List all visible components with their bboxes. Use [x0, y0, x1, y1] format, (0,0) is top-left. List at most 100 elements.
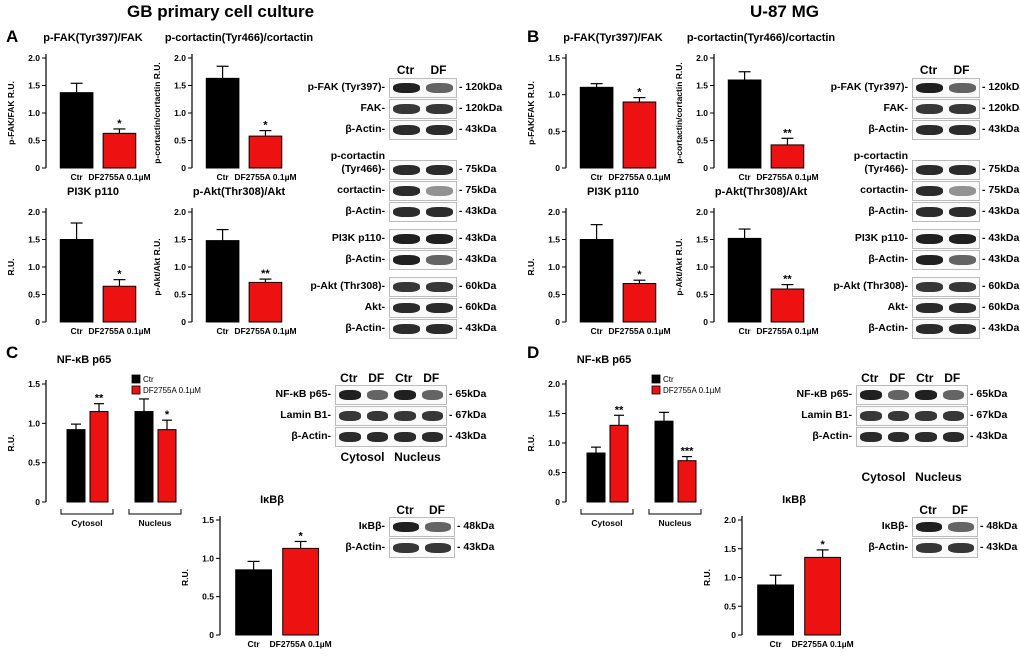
bar-nucleus-ctr: [134, 411, 154, 503]
blot-band: [426, 82, 453, 94]
blot-strip: [389, 120, 457, 140]
y-tick-label: 1.0: [202, 553, 214, 563]
bar-ctr: [727, 79, 762, 169]
y-tick-label: 0.5: [28, 458, 40, 468]
blot-strip: [335, 385, 447, 405]
blot-band: [366, 389, 388, 401]
blot-mw-marker: - 75kDa: [982, 184, 1020, 196]
blot-band: [426, 164, 453, 176]
blot-strip: [389, 298, 457, 318]
blot-mw-marker: - 65kDa: [970, 388, 1008, 400]
bar-nucleus-ctr: [654, 420, 674, 503]
blot-row-label: Lamin B1-: [280, 409, 331, 421]
chart-B2: p-cortactin(Tyr466)/cortactin p-cortactin…: [674, 32, 835, 182]
bar-df: [622, 283, 657, 323]
legend-label: DF2755A 0.1µM: [143, 386, 201, 395]
significance-mark: ***: [681, 446, 695, 458]
blot-row-label: cortactin-: [337, 184, 385, 196]
y-tick-label: 2.0: [696, 207, 708, 217]
title-left: GB primary cell culture: [127, 2, 315, 21]
significance-mark: *: [165, 409, 170, 421]
blot-row-label: β-Actin-: [868, 123, 908, 135]
blot-strip: [912, 78, 980, 98]
y-tick-label: 0.5: [548, 290, 560, 300]
bar-df: [770, 288, 805, 323]
bar-cytosol-df: [89, 411, 109, 503]
blot-band: [393, 164, 420, 176]
significance-mark: *: [637, 269, 642, 281]
y-tick-label: 0: [35, 163, 40, 173]
x-tick-label: Ctr: [738, 326, 751, 336]
blot-band: [426, 103, 453, 115]
bar-df: [282, 547, 320, 636]
blot-band: [916, 542, 942, 554]
significance-mark: **: [783, 127, 792, 139]
blot-band: [393, 82, 420, 94]
y-tick-label: 0.5: [696, 290, 708, 300]
blot-band: [948, 521, 974, 533]
blot-mw-marker: - 120kDa: [982, 81, 1020, 93]
blot-band: [426, 124, 453, 136]
blot-strip: [389, 538, 455, 558]
y-tick-label: 2.0: [174, 207, 186, 217]
group-label-nucleus: Nucleus: [658, 518, 691, 528]
y-tick-label: 1.5: [28, 235, 40, 245]
y-tick-label: 1.0: [696, 108, 708, 118]
blot-mw-marker: - 43kDa: [457, 541, 495, 553]
blot-row-label: β-Actin-: [291, 430, 331, 442]
chart-title: p-Akt(Thr308)/Akt: [193, 186, 286, 198]
bar-df: [102, 132, 137, 169]
group-bracket: [580, 509, 634, 515]
bar-df: [102, 285, 137, 323]
blot-lane-header: DF: [889, 371, 906, 385]
blot-mw-marker: - 67kDa: [449, 409, 487, 421]
y-tick-label: 2.0: [548, 207, 560, 217]
y-tick-label: 0: [703, 317, 708, 327]
group-bracket: [128, 509, 182, 515]
y-tick-label: 1.0: [28, 418, 40, 428]
blot-band: [393, 103, 420, 115]
x-tick-label: DF2755A 0.1µM: [792, 639, 854, 649]
blot-band: [916, 281, 943, 293]
blot-lane-header: Ctr: [396, 503, 414, 517]
blot-strip: [389, 181, 457, 201]
chart-title: NF-κB p65: [57, 354, 111, 366]
y-tick-label: 0: [35, 317, 40, 327]
blot-band: [949, 185, 976, 197]
blot-row-label: IκBβ-: [358, 520, 385, 532]
blot-band: [366, 431, 388, 443]
y-tick-label: 1.5: [548, 235, 560, 245]
blot-band: [393, 254, 420, 266]
blot-strip: [389, 99, 457, 119]
x-tick-label: Ctr: [70, 172, 83, 182]
blot-row-label: β-Actin-: [812, 430, 852, 442]
y-tick-label: 1.0: [724, 573, 736, 583]
blot-mw-marker: - 43kDa: [459, 123, 497, 135]
y-axis-label: R.U.: [6, 435, 16, 452]
bar-ctr: [59, 92, 94, 169]
blot-mw-marker: - 43kDa: [449, 430, 487, 442]
blot-mw-marker: - 43kDa: [459, 322, 497, 334]
blot-mw-marker: - 43kDa: [459, 232, 497, 244]
blot-strip: [389, 78, 457, 98]
y-axis-label: R.U.: [702, 569, 712, 586]
blot-strip: [912, 538, 978, 558]
blot-band: [949, 281, 976, 293]
blot-band: [916, 164, 943, 176]
blot-strip: [389, 517, 455, 537]
y-tick-label: 0.5: [202, 592, 214, 602]
blot-band: [942, 431, 964, 443]
blot-strip: [389, 160, 457, 180]
y-axis-label: R.U.: [180, 569, 190, 586]
x-tick-label: DF2755A 0.1µM: [608, 326, 670, 336]
chart-D2: IκBβ R.U. 0 0.5 1.0 1.5 2.0 Ctr * DF2755A 0.1µM: [702, 494, 854, 649]
blot-band: [426, 254, 453, 266]
blot-lane-header: Ctr: [919, 503, 937, 517]
legend-label: Ctr: [143, 375, 154, 384]
x-tick-label: Ctr: [216, 326, 229, 336]
x-tick-label: Ctr: [590, 326, 603, 336]
blot-band: [426, 302, 453, 314]
blot-band: [916, 521, 942, 533]
blot-mw-marker: - 65kDa: [449, 388, 487, 400]
blot-band: [887, 431, 909, 443]
